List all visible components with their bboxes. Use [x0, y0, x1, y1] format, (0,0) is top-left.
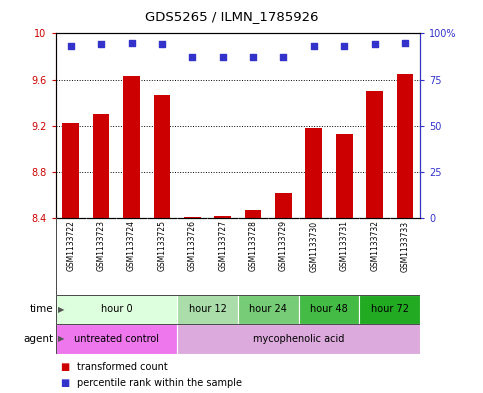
Text: GSM1133722: GSM1133722: [66, 220, 75, 271]
Bar: [62, 123, 79, 218]
Text: GSM1133728: GSM1133728: [249, 220, 257, 271]
Bar: [397, 74, 413, 218]
Text: mycophenolic acid: mycophenolic acid: [253, 334, 344, 344]
Point: [97, 41, 105, 48]
Bar: [305, 128, 322, 218]
Bar: [177, 295, 238, 324]
Text: untreated control: untreated control: [74, 334, 159, 344]
Text: GSM1133729: GSM1133729: [279, 220, 288, 272]
Bar: [123, 76, 140, 218]
Text: GDS5265 / ILMN_1785926: GDS5265 / ILMN_1785926: [145, 10, 319, 23]
Text: hour 24: hour 24: [249, 305, 287, 314]
Text: GSM1133733: GSM1133733: [400, 220, 410, 272]
Point: [158, 41, 166, 48]
Bar: [245, 210, 261, 218]
Text: ▶: ▶: [58, 305, 64, 314]
Text: ■: ■: [60, 362, 70, 373]
Text: GSM1133730: GSM1133730: [309, 220, 318, 272]
Point: [249, 54, 257, 61]
Point: [219, 54, 227, 61]
Bar: [93, 114, 110, 218]
Bar: [336, 134, 353, 218]
Text: GSM1133724: GSM1133724: [127, 220, 136, 272]
Text: GSM1133731: GSM1133731: [340, 220, 349, 272]
Bar: [214, 216, 231, 218]
Text: ■: ■: [60, 378, 70, 388]
Bar: [56, 295, 177, 324]
Point: [401, 39, 409, 46]
Text: agent: agent: [23, 334, 53, 344]
Text: time: time: [29, 305, 53, 314]
Bar: [238, 295, 298, 324]
Text: hour 12: hour 12: [188, 305, 227, 314]
Text: GSM1133725: GSM1133725: [157, 220, 167, 272]
Bar: [177, 324, 420, 354]
Bar: [275, 193, 292, 218]
Bar: [298, 295, 359, 324]
Point: [280, 54, 287, 61]
Bar: [56, 324, 177, 354]
Point: [310, 43, 318, 50]
Bar: [184, 217, 200, 218]
Bar: [154, 95, 170, 218]
Text: ▶: ▶: [58, 334, 64, 343]
Point: [67, 43, 74, 50]
Text: GSM1133732: GSM1133732: [370, 220, 379, 272]
Point: [128, 39, 135, 46]
Text: percentile rank within the sample: percentile rank within the sample: [77, 378, 242, 388]
Bar: [366, 91, 383, 218]
Point: [188, 54, 196, 61]
Text: hour 48: hour 48: [310, 305, 348, 314]
Point: [371, 41, 379, 48]
Text: GSM1133726: GSM1133726: [188, 220, 197, 272]
Text: GSM1133727: GSM1133727: [218, 220, 227, 272]
Text: GSM1133723: GSM1133723: [97, 220, 106, 272]
Text: transformed count: transformed count: [77, 362, 168, 373]
Text: hour 0: hour 0: [100, 305, 132, 314]
Text: hour 72: hour 72: [371, 305, 409, 314]
Point: [341, 43, 348, 50]
Bar: [359, 295, 420, 324]
